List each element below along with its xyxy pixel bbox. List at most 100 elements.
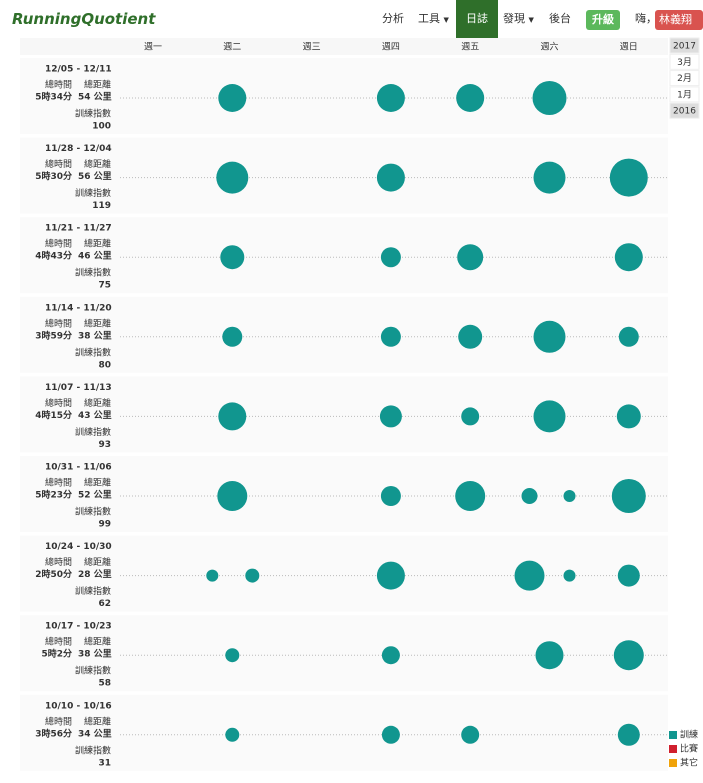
workout-bubble[interactable] (563, 569, 576, 582)
workout-bubble[interactable] (379, 405, 402, 428)
total-time: 4時15分 (35, 409, 72, 421)
month-link[interactable]: 1月 (677, 89, 692, 100)
workout-bubble[interactable] (611, 479, 646, 513)
total-distance: 28 公里 (78, 569, 112, 580)
index-label: 訓練指數 (75, 744, 111, 756)
year-link[interactable]: 2016 (673, 107, 696, 117)
sidebar-item-bg (669, 86, 700, 103)
total-distance: 52 公里 (78, 490, 112, 501)
distance-label: 總距離 (84, 556, 111, 568)
workout-bubble[interactable] (455, 481, 486, 511)
workout-bubble[interactable] (206, 569, 219, 582)
index-label: 訓練指數 (75, 426, 111, 438)
workout-bubble[interactable] (225, 648, 240, 663)
index-label: 訓練指數 (75, 346, 111, 358)
workout-bubble[interactable] (461, 407, 480, 426)
workout-bubble[interactable] (216, 161, 249, 194)
workout-bubble[interactable] (616, 404, 641, 429)
workout-bubble[interactable] (609, 158, 648, 197)
workout-bubble[interactable] (563, 490, 576, 502)
workout-bubble[interactable] (218, 84, 247, 112)
workout-bubble[interactable] (614, 243, 643, 272)
upgrade-button[interactable]: 升級 (586, 10, 620, 30)
index-label: 訓練指數 (75, 187, 111, 199)
month-link[interactable]: 2月 (677, 73, 692, 84)
total-time: 5時23分 (35, 489, 72, 501)
weekday-label: 週四 (382, 42, 400, 53)
workout-bubble[interactable] (532, 81, 567, 115)
user-button[interactable]: 林義翔 ▼ (655, 10, 703, 45)
workout-bubble[interactable] (225, 727, 240, 742)
legend-swatch (669, 745, 677, 753)
workout-bubble[interactable] (376, 84, 405, 112)
workout-bubble[interactable] (458, 324, 483, 349)
workout-bubble[interactable] (245, 568, 260, 583)
workout-bubble[interactable] (380, 326, 401, 347)
workout-bubble[interactable] (218, 402, 247, 431)
workout-bubble[interactable] (376, 561, 405, 590)
workout-bubble[interactable] (381, 646, 400, 665)
sidebar-item-bg (669, 53, 700, 70)
week-range: 11/14 - 11/20 (45, 303, 112, 313)
time-label: 總時間 (45, 317, 72, 329)
workout-bubble[interactable] (618, 326, 639, 347)
week-range: 11/21 - 11/27 (45, 224, 112, 234)
week-range: 10/10 - 10/16 (45, 701, 112, 711)
total-time: 3時56分 (35, 727, 72, 739)
index-label: 訓練指數 (75, 506, 111, 518)
workout-bubble[interactable] (613, 640, 644, 671)
total-distance: 43 公里 (78, 410, 112, 421)
training-index: 58 (98, 679, 111, 689)
workout-bubble[interactable] (220, 245, 245, 270)
total-time: 5時34分 (35, 91, 72, 103)
week-range: 12/05 - 12/11 (45, 65, 112, 75)
sidebar-item-bg (669, 102, 700, 119)
sidebar-item-bg (669, 70, 700, 87)
workout-bubble[interactable] (533, 161, 566, 194)
training-index: 119 (92, 201, 111, 211)
workout-bubble[interactable] (617, 564, 640, 587)
workout-bubble[interactable] (514, 560, 545, 591)
training-index: 99 (98, 520, 111, 530)
distance-label: 總距離 (84, 158, 111, 170)
nav-item[interactable]: 後台 (549, 12, 571, 25)
training-index: 75 (98, 281, 111, 291)
workout-bubble[interactable] (217, 481, 248, 511)
nav-item[interactable]: 日誌 (456, 0, 498, 38)
workout-bubble[interactable] (521, 488, 538, 504)
workout-bubble[interactable] (457, 244, 484, 271)
nav-item[interactable]: 分析 (382, 12, 404, 25)
time-label: 總時間 (45, 636, 72, 648)
week-range: 10/31 - 11/06 (45, 463, 112, 473)
workout-bubble[interactable] (533, 400, 566, 433)
distance-label: 總距離 (84, 238, 111, 250)
time-label: 總時間 (45, 715, 72, 727)
time-label: 總時間 (45, 238, 72, 250)
logo[interactable]: RunningQuotient (12, 10, 156, 28)
nav-item[interactable]: 工具 ▼ (418, 12, 449, 25)
workout-bubble[interactable] (376, 163, 405, 192)
total-time: 3時59分 (35, 329, 72, 341)
workout-bubble[interactable] (617, 723, 640, 746)
index-label: 訓練指數 (75, 108, 111, 120)
training-index: 80 (98, 360, 111, 370)
workout-bubble[interactable] (535, 641, 564, 670)
workout-bubble[interactable] (456, 84, 485, 112)
total-distance: 54 公里 (78, 92, 112, 103)
distance-label: 總距離 (84, 636, 111, 648)
workout-bubble[interactable] (380, 247, 401, 268)
week-row (20, 217, 668, 294)
nav-item[interactable]: 發現 ▼ (503, 12, 534, 25)
workout-bubble[interactable] (381, 725, 400, 744)
year-link[interactable]: 2017 (673, 42, 696, 52)
workout-bubble[interactable] (380, 486, 401, 506)
distance-label: 總距離 (84, 79, 111, 91)
training-index: 93 (98, 440, 111, 450)
workout-bubble[interactable] (461, 725, 480, 744)
workout-bubble[interactable] (222, 326, 243, 347)
weekday-label: 週日 (620, 42, 638, 53)
week-range: 10/17 - 10/23 (45, 622, 112, 632)
workout-bubble[interactable] (533, 320, 566, 353)
month-link[interactable]: 3月 (677, 57, 692, 68)
